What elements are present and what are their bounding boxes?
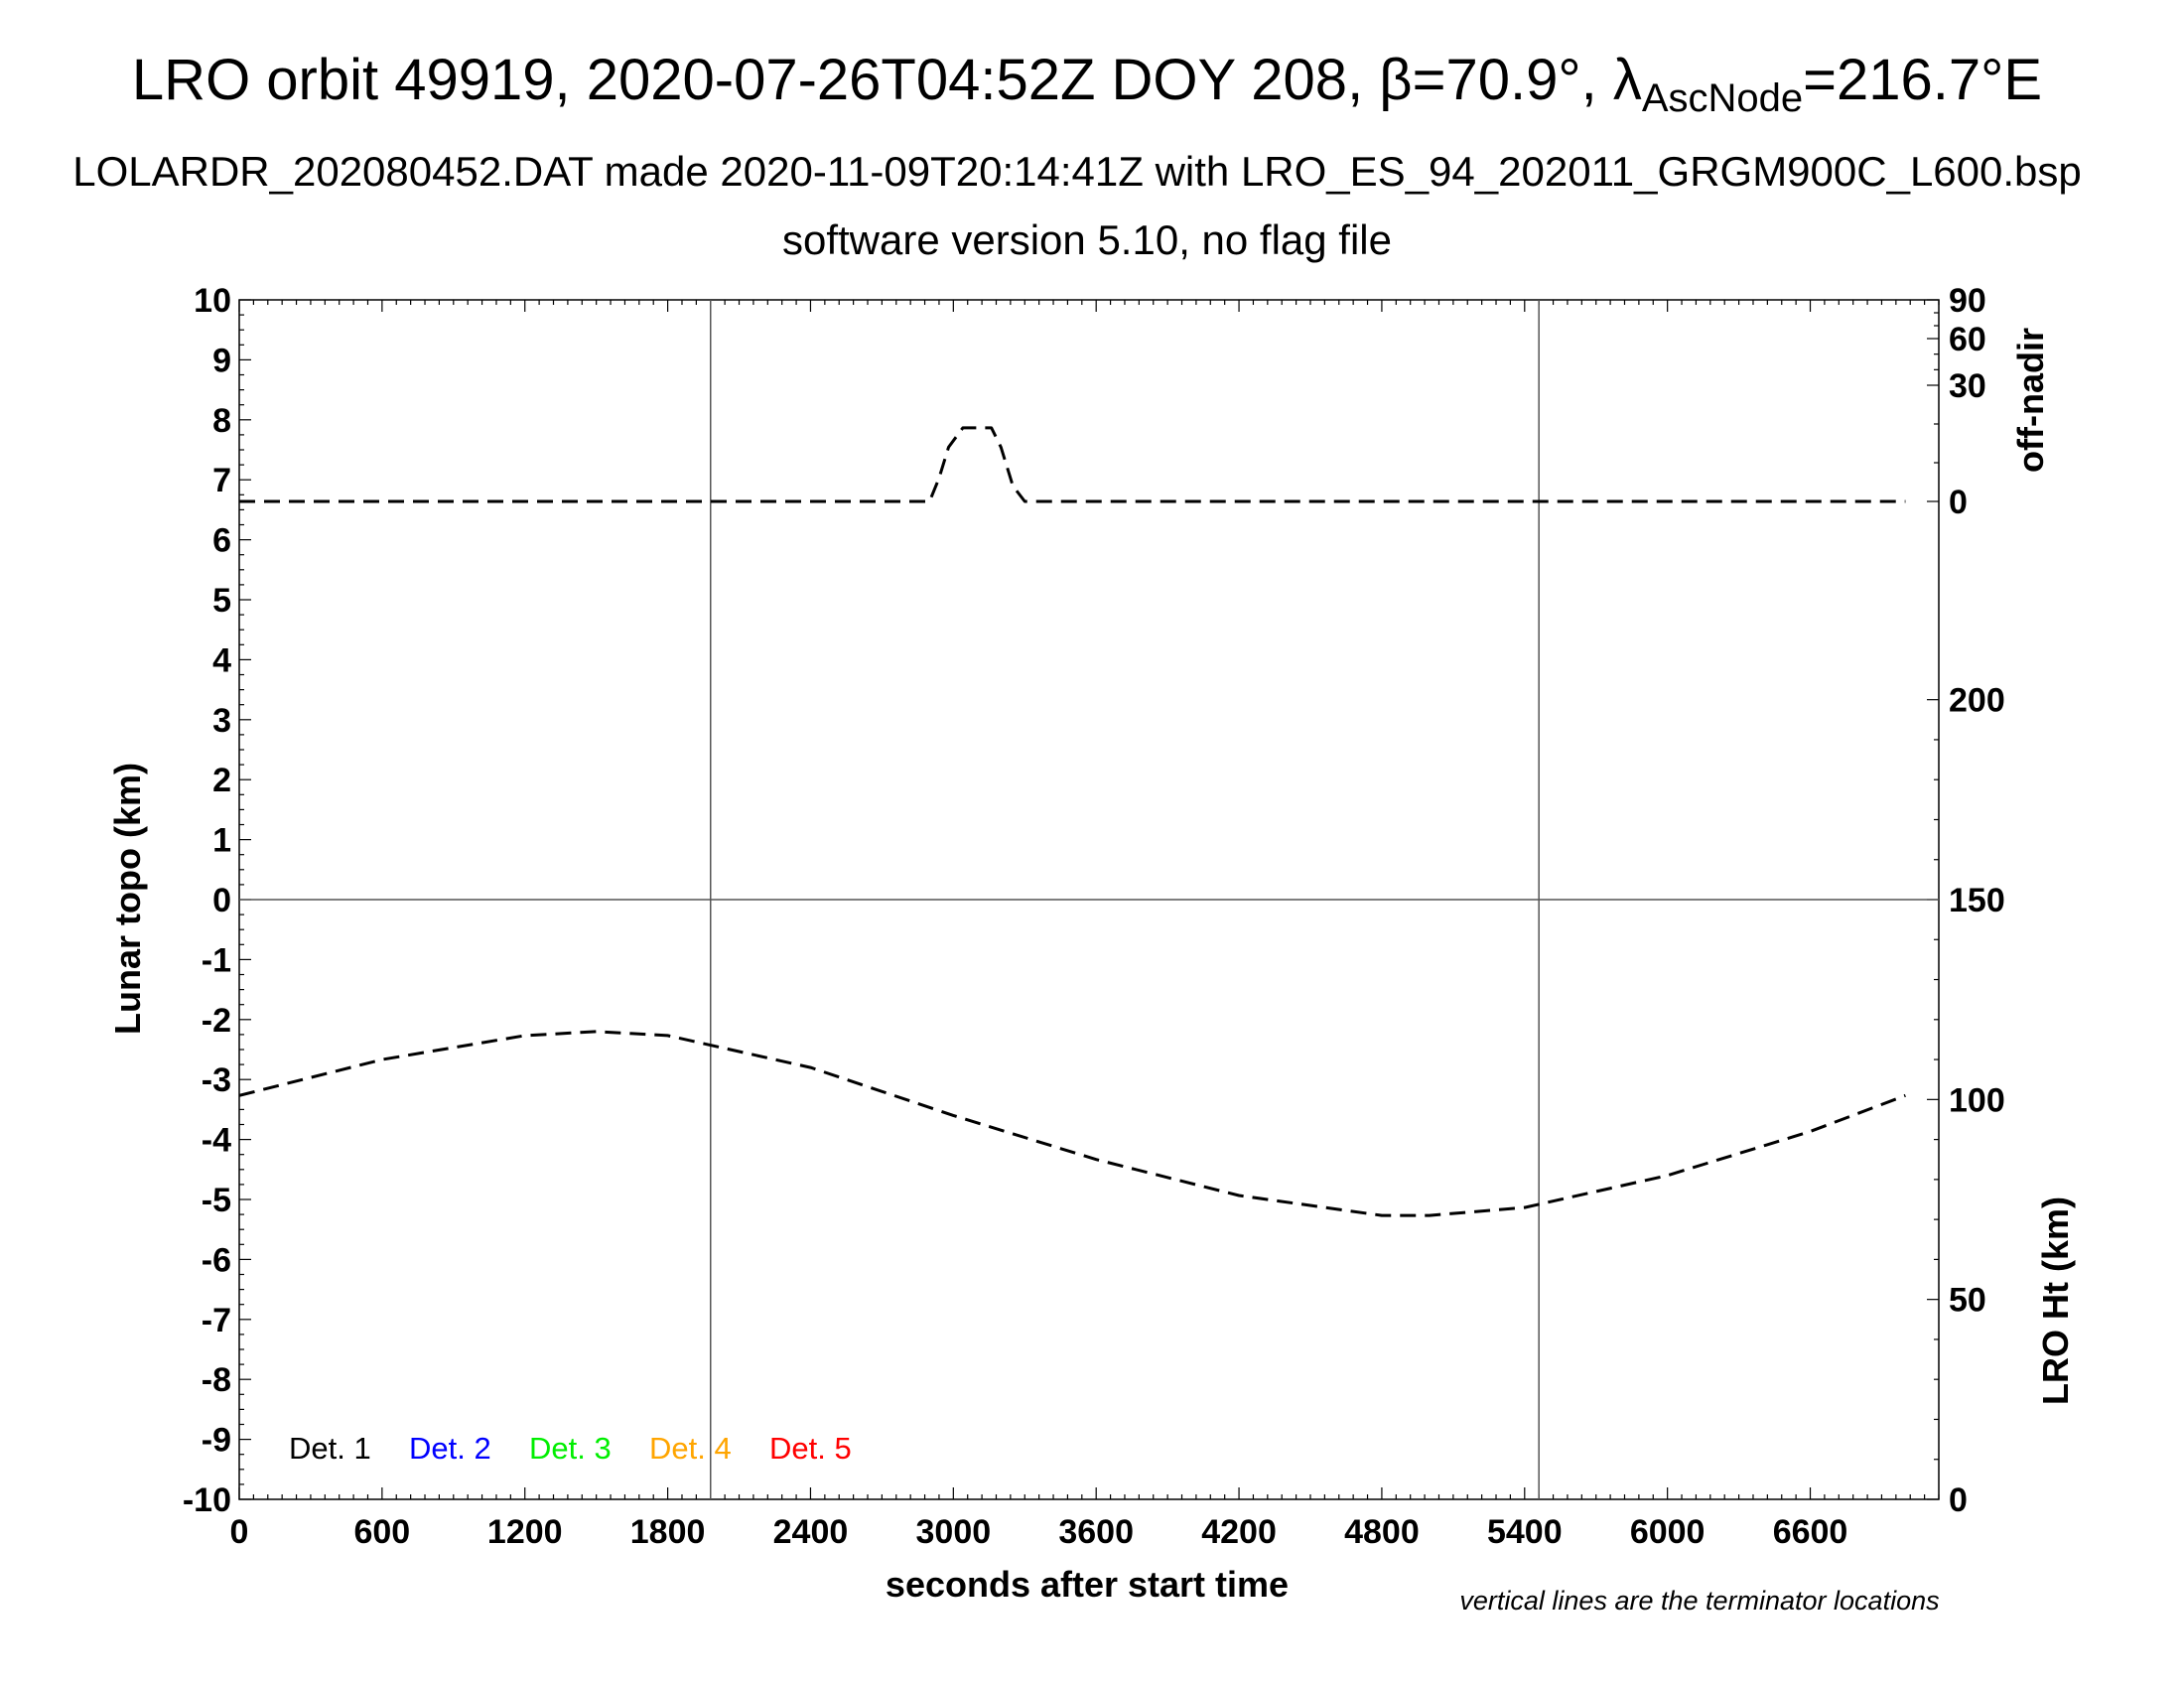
y-tick-label-left: -10 — [183, 1481, 231, 1519]
y-tick-label-off-nadir: 0 — [1949, 484, 1968, 521]
y-tick-label-left: -7 — [202, 1302, 231, 1339]
x-tick-label: 3600 — [1058, 1513, 1134, 1551]
x-tick-label: 4200 — [1201, 1513, 1277, 1551]
y-tick-label-left: 5 — [212, 582, 231, 620]
y-tick-label-off-nadir: 90 — [1949, 282, 1986, 320]
y-tick-label-left: 1 — [212, 822, 231, 860]
y-tick-label-left: -3 — [202, 1061, 231, 1099]
y-tick-label-left: 7 — [212, 462, 231, 499]
terminator-note: vertical lines are the terminator locati… — [1459, 1586, 1939, 1616]
x-tick-label: 0 — [230, 1513, 249, 1551]
y-tick-label-lro-height: 200 — [1949, 682, 2005, 720]
y-tick-label-left: -2 — [202, 1002, 231, 1040]
y-tick-label-left: 2 — [212, 762, 231, 799]
y-axis-label-left: Lunar topo (km) — [107, 763, 148, 1035]
x-tick-label: 4800 — [1344, 1513, 1420, 1551]
series-off-nadir — [239, 428, 1905, 501]
legend-entry: Det. 3 — [529, 1431, 612, 1466]
y-tick-label-left: -5 — [202, 1182, 231, 1219]
y-tick-label-left: -1 — [202, 941, 231, 979]
x-tick-label: 2400 — [773, 1513, 849, 1551]
y-tick-label-lro-height: 50 — [1949, 1282, 1986, 1320]
y-tick-label-off-nadir: 60 — [1949, 321, 1986, 358]
y-tick-label-left: 4 — [212, 641, 231, 679]
x-tick-label: 600 — [353, 1513, 410, 1551]
x-tick-label: 6600 — [1773, 1513, 1848, 1551]
chart-title: LRO orbit 49919, 2020-07-26T04:52Z DOY 2… — [132, 48, 2042, 120]
y-tick-label-left: 0 — [212, 882, 231, 919]
x-tick-label: 6000 — [1630, 1513, 1706, 1551]
legend-entry: Det. 5 — [769, 1431, 852, 1466]
y-tick-label-left: 3 — [212, 702, 231, 740]
y-tick-label-left: 6 — [212, 522, 231, 560]
x-tick-label: 1800 — [630, 1513, 706, 1551]
legend-entry: Det. 4 — [649, 1431, 732, 1466]
y-tick-label-left: -8 — [202, 1361, 231, 1399]
y-tick-label-left: 10 — [194, 282, 231, 320]
x-tick-label: 3000 — [916, 1513, 992, 1551]
plot-area: 0 600 1200 1800 2400 3000 3600 4200 4800 5400 6000… — [183, 282, 2005, 1551]
y-tick-label-left: -4 — [202, 1122, 231, 1160]
y-axis-label-lro-height: LRO Ht (km) — [2035, 1196, 2076, 1405]
y-tick-label-lro-height: 150 — [1949, 882, 2005, 919]
y-tick-label-left: -6 — [202, 1241, 231, 1279]
chart-subtitle-file: LOLARDR_202080452.DAT made 2020-11-09T20… — [72, 148, 2082, 195]
y-tick-label-off-nadir: 30 — [1949, 367, 1986, 405]
x-tick-label: 1200 — [487, 1513, 563, 1551]
legend-entry: Det. 2 — [409, 1431, 491, 1466]
series-lro-height — [239, 1032, 1905, 1215]
y-tick-label-left: 8 — [212, 402, 231, 440]
y-tick-label-lro-height: 0 — [1949, 1481, 1968, 1519]
x-tick-label: 5400 — [1487, 1513, 1563, 1551]
y-tick-label-left: -9 — [202, 1422, 231, 1460]
y-tick-label-lro-height: 100 — [1949, 1081, 2005, 1119]
chart-subtitle-version: software version 5.10, no flag file — [782, 216, 1392, 263]
y-axis-label-off-nadir: off-nadir — [2010, 328, 2051, 473]
legend-entry: Det. 1 — [289, 1431, 371, 1466]
x-axis-label: seconds after start time — [886, 1564, 1289, 1605]
y-tick-label-left: 9 — [212, 342, 231, 379]
